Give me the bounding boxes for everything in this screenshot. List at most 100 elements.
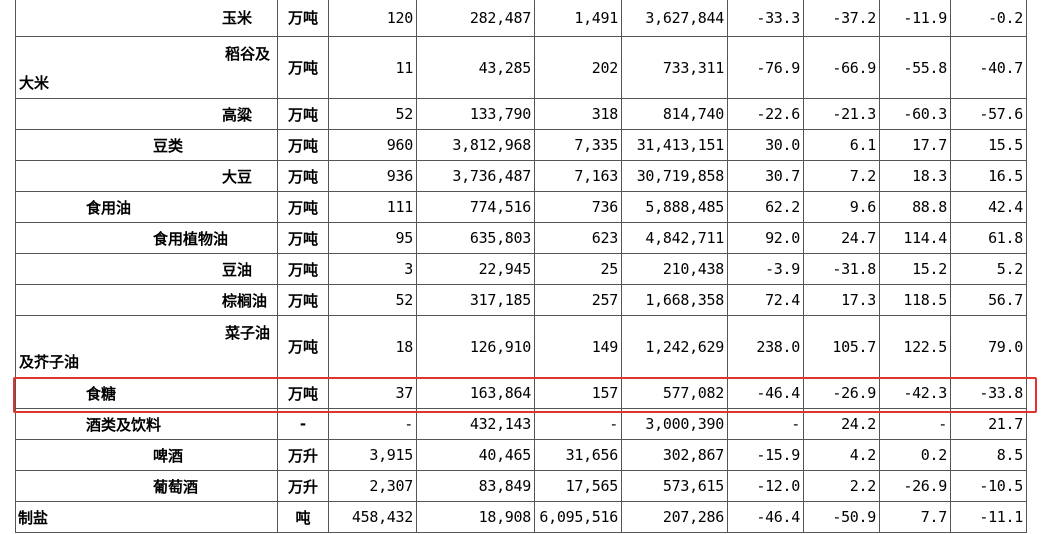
product-name: 稻谷及 大米 [15,36,278,99]
product-name: 葡萄酒 [15,470,278,502]
value-cell: 25 [534,253,622,285]
value-cell: 31,656 [534,439,622,471]
value-cell: 15.5 [950,129,1027,161]
value-cell: - [879,408,951,440]
value-cell: 2,307 [328,470,417,502]
value-cell: 72.4 [727,284,804,316]
value-cell: 120 [328,0,417,37]
unit-cell: 万吨 [277,253,329,285]
table-row: 制盐 吨 458,432 18,908 6,095,516 207,286 -4… [15,501,1027,533]
product-name: 食糖 [15,377,278,409]
value-cell: 257 [534,284,622,316]
value-cell: 114.4 [879,222,951,254]
value-cell: 733,311 [621,36,728,99]
value-cell: -26.9 [879,470,951,502]
value-cell: -12.0 [727,470,804,502]
value-cell: 95 [328,222,417,254]
unit-cell: 吨 [277,501,329,533]
value-cell: 814,740 [621,98,728,130]
unit-cell: - [277,408,329,440]
value-cell: 0.2 [879,439,951,471]
value-cell: -37.2 [803,0,880,37]
value-cell: -11.9 [879,0,951,37]
unit-cell: 万升 [277,439,329,471]
value-cell: -46.4 [727,501,804,533]
table-row: 葡萄酒 万升 2,307 83,849 17,565 573,615 -12.0… [15,470,1027,502]
product-name: 酒类及饮料 [15,408,278,440]
value-cell: 3,915 [328,439,417,471]
value-cell: -31.8 [803,253,880,285]
product-name: 制盐 [15,501,278,533]
value-cell: 18 [328,315,417,378]
value-cell: 577,082 [621,377,728,409]
value-cell: 24.7 [803,222,880,254]
value-cell: -26.9 [803,377,880,409]
unit-cell: 万吨 [277,36,329,99]
value-cell: 118.5 [879,284,951,316]
value-cell: 92.0 [727,222,804,254]
value-cell: 2.2 [803,470,880,502]
value-cell: -46.4 [727,377,804,409]
value-cell: 111 [328,191,417,223]
value-cell: 17,565 [534,470,622,502]
unit-cell: 万吨 [277,160,329,192]
value-cell: 15.2 [879,253,951,285]
table-row: 棕榈油 万吨 52 317,185 257 1,668,358 72.4 17.… [15,284,1027,316]
value-cell: 4.2 [803,439,880,471]
table-row: 啤酒 万升 3,915 40,465 31,656 302,867 -15.9 … [15,439,1027,471]
value-cell: 40,465 [416,439,535,471]
value-cell: 458,432 [328,501,417,533]
value-cell: 83,849 [416,470,535,502]
value-cell: 3,000,390 [621,408,728,440]
value-cell: 3 [328,253,417,285]
product-name: 豆油 [15,253,278,285]
product-name: 菜子油 及芥子油 [15,315,278,378]
value-cell: 8.5 [950,439,1027,471]
value-cell: 635,803 [416,222,535,254]
value-cell: 61.8 [950,222,1027,254]
unit-cell: 万吨 [277,377,329,409]
value-cell: 56.7 [950,284,1027,316]
value-cell: -33.8 [950,377,1027,409]
value-cell: 17.7 [879,129,951,161]
product-name: 高粱 [15,98,278,130]
product-name: 啤酒 [15,439,278,471]
table-row: 稻谷及 大米 万吨 11 43,285 202 733,311 -76.9 -66… [15,36,1027,99]
value-cell: 42.4 [950,191,1027,223]
value-cell: 1,242,629 [621,315,728,378]
unit-cell: 万吨 [277,191,329,223]
value-cell: 623 [534,222,622,254]
value-cell: 52 [328,98,417,130]
value-cell: 207,286 [621,501,728,533]
value-cell: 302,867 [621,439,728,471]
value-cell: 149 [534,315,622,378]
value-cell: -50.9 [803,501,880,533]
value-cell: 43,285 [416,36,535,99]
value-cell: 30.0 [727,129,804,161]
value-cell: 960 [328,129,417,161]
product-name: 棕榈油 [15,284,278,316]
value-cell: -76.9 [727,36,804,99]
product-name: 玉米 [15,0,278,37]
value-cell: 18,908 [416,501,535,533]
value-cell: 317,185 [416,284,535,316]
value-cell: 7,335 [534,129,622,161]
unit-cell: 万升 [277,470,329,502]
value-cell: 16.5 [950,160,1027,192]
value-cell: 52 [328,284,417,316]
value-cell: 432,143 [416,408,535,440]
value-cell: 7,163 [534,160,622,192]
value-cell: - [534,408,622,440]
value-cell: 3,627,844 [621,0,728,37]
value-cell: 126,910 [416,315,535,378]
value-cell: 18.3 [879,160,951,192]
value-cell: 3,736,487 [416,160,535,192]
table-row: 食用油 万吨 111 774,516 736 5,888,485 62.2 9.… [15,191,1027,223]
value-cell: 88.8 [879,191,951,223]
unit-cell: 万吨 [277,284,329,316]
value-cell: 30.7 [727,160,804,192]
table-row: 玉米 万吨 120 282,487 1,491 3,627,844 -33.3 … [15,0,1027,37]
value-cell: -33.3 [727,0,804,37]
value-cell: 21.7 [950,408,1027,440]
value-cell: -57.6 [950,98,1027,130]
